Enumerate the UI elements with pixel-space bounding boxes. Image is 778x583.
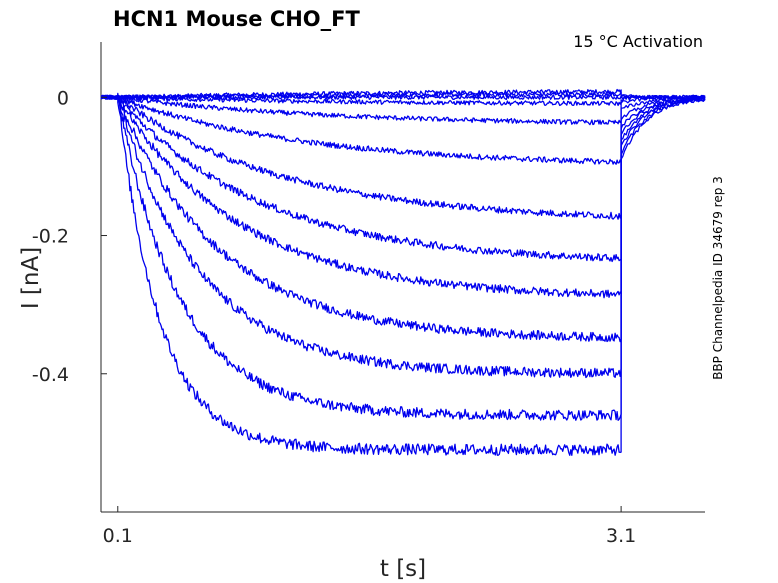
x-tick-label: 3.1	[606, 525, 636, 547]
chart-title: HCN1 Mouse CHO_FT	[113, 7, 360, 31]
sweep-trace	[100, 94, 706, 220]
ticks: 0.1 3.1 0 -0.2 -0.4	[32, 87, 636, 547]
x-tick-label: 0.1	[103, 525, 133, 547]
sweep-trace	[100, 94, 706, 379]
sweep-trace	[100, 94, 705, 107]
sweep-trace	[100, 95, 706, 456]
side-label: BBP Channelpedia ID 34679 rep 3	[711, 176, 725, 380]
traces	[100, 88, 706, 456]
axes	[100, 42, 705, 513]
sweep-trace	[100, 88, 706, 100]
chart-annotation: 15 °C Activation	[573, 32, 703, 51]
sweep-trace	[100, 95, 706, 263]
sweep-trace	[100, 92, 706, 343]
sweep-trace	[100, 94, 706, 421]
sweep-trace	[100, 94, 706, 126]
y-tick-label: -0.4	[32, 364, 69, 386]
x-axis-label: t [s]	[380, 556, 426, 582]
sweep-trace	[100, 94, 706, 101]
sweep-trace	[100, 93, 706, 165]
y-axis-label: I [nA]	[18, 247, 44, 309]
y-tick-label: -0.2	[32, 226, 69, 248]
sweep-trace	[100, 94, 706, 299]
y-tick-label: 0	[57, 87, 69, 109]
